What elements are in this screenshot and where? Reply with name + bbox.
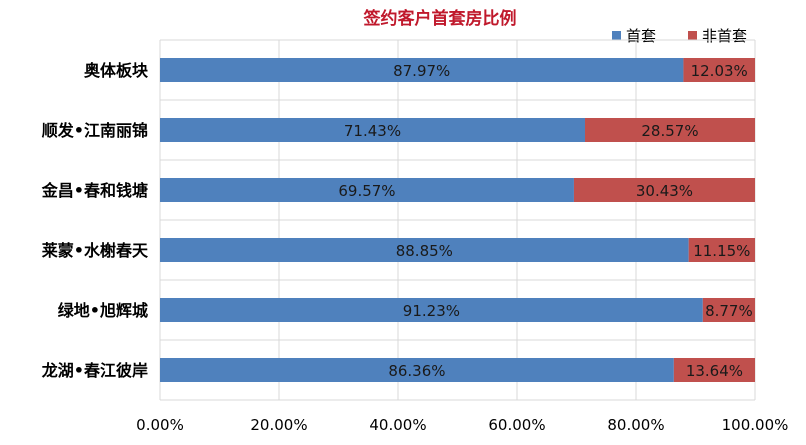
data-label: 88.85% <box>396 242 453 260</box>
category-label: 绿地•旭辉城 <box>58 301 148 320</box>
legend-label: 首套 <box>626 27 656 45</box>
x-tick-label: 0.00% <box>136 416 184 434</box>
data-label: 11.15% <box>693 242 750 260</box>
x-tick-label: 60.00% <box>488 416 545 434</box>
x-tick-label: 80.00% <box>607 416 664 434</box>
legend: 首套 非首套 <box>612 27 747 45</box>
data-label: 87.97% <box>393 62 450 80</box>
bar-segment-non-first-home <box>573 178 755 202</box>
category-label: 莱蒙•水榭春天 <box>42 241 149 260</box>
category-label: 金昌•春和钱塘 <box>41 181 148 200</box>
bar-segment-non-first-home <box>688 238 755 262</box>
data-label: 71.43% <box>344 122 401 140</box>
category-label: 顺发•江南丽锦 <box>42 121 148 140</box>
bar-segment-first-home <box>160 358 674 382</box>
legend-swatch <box>612 31 621 40</box>
data-label: 12.03% <box>691 62 748 80</box>
bars: 87.97% 12.03% 71.43% 28.57% 69.57% 30.43% 88.8… <box>160 58 755 382</box>
bar-segment-non-first-home <box>673 358 755 382</box>
data-label: 86.36% <box>388 362 445 380</box>
data-label: 30.43% <box>636 182 693 200</box>
chart-title: 签约客户首套房比例 <box>363 8 517 29</box>
bar-segment-non-first-home <box>702 298 755 322</box>
category-label: 龙湖•春江彼岸 <box>41 361 148 380</box>
bar-segment-first-home <box>160 298 703 322</box>
legend-swatch <box>688 31 697 40</box>
bar-segment-first-home <box>160 178 574 202</box>
bar-segment-first-home <box>160 58 684 82</box>
data-label: 8.77% <box>705 302 753 320</box>
bar-segment-non-first-home <box>683 58 755 82</box>
data-label: 91.23% <box>403 302 460 320</box>
bar-segment-non-first-home <box>585 118 755 142</box>
x-tick-label: 40.00% <box>369 416 426 434</box>
bar-segment-first-home <box>160 118 586 142</box>
gridlines <box>159 39 756 401</box>
data-label: 69.57% <box>338 182 395 200</box>
bar-segment-first-home <box>160 238 689 262</box>
data-label: 13.64% <box>686 362 743 380</box>
x-axis-ticks: 0.00% 20.00% 40.00% 60.00% 80.00% 100.00% <box>136 416 788 434</box>
legend-label: 非首套 <box>702 27 747 45</box>
data-label: 28.57% <box>641 122 698 140</box>
x-tick-label: 100.00% <box>722 416 789 434</box>
x-tick-label: 20.00% <box>250 416 307 434</box>
category-label: 奥体板块 <box>84 61 149 80</box>
